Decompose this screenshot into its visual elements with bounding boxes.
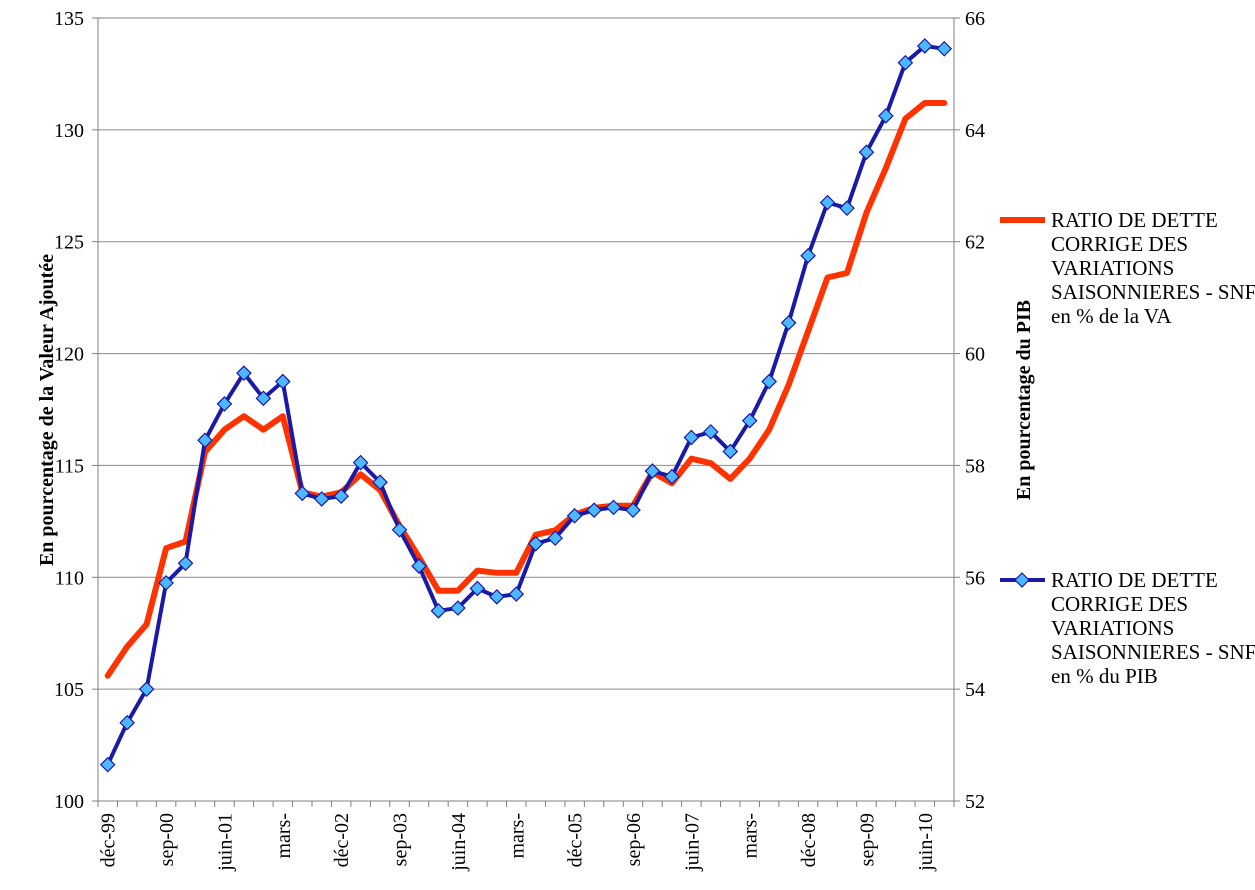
y-right-tick-label: 66 bbox=[965, 8, 985, 30]
data-point bbox=[430, 602, 447, 619]
x-tick-label: déc-08 bbox=[798, 813, 820, 867]
data-point bbox=[508, 586, 525, 602]
y-left-tick-label: 105 bbox=[54, 679, 84, 701]
data-point bbox=[216, 396, 233, 412]
data-point bbox=[858, 144, 875, 161]
data-point bbox=[236, 365, 252, 381]
y-left-tick-label: 115 bbox=[55, 455, 84, 477]
x-tick-label: mars- bbox=[506, 813, 528, 859]
data-point bbox=[372, 474, 388, 491]
y-left-tick-label: 100 bbox=[54, 791, 84, 813]
legend-label: RATIO DE DETTE CORRIGE DES VARIATIONS SAISO… bbox=[1051, 208, 1255, 328]
x-tick-label: sep-06 bbox=[623, 813, 645, 866]
data-point bbox=[527, 535, 544, 552]
x-tick-label: mars- bbox=[740, 813, 762, 859]
data-point bbox=[839, 200, 855, 217]
gridlines bbox=[98, 129, 954, 690]
data-point bbox=[391, 521, 408, 538]
data-point bbox=[916, 38, 933, 54]
legend-marker bbox=[1014, 572, 1030, 588]
x-tick-label: sep-00 bbox=[156, 813, 178, 866]
series-2 bbox=[99, 38, 953, 773]
y-axis-left: 100 105 110 115 120 125 130 135 bbox=[54, 8, 98, 813]
y-right-tick-label: 64 bbox=[965, 120, 985, 142]
data-point bbox=[644, 463, 661, 479]
data-point bbox=[702, 424, 719, 440]
data-point bbox=[158, 575, 174, 591]
x-tick-label: déc-99 bbox=[98, 813, 120, 867]
data-point bbox=[333, 488, 350, 505]
data-point bbox=[819, 194, 836, 211]
data-point bbox=[936, 40, 953, 57]
x-tick-label: déc-02 bbox=[331, 813, 353, 867]
data-point bbox=[683, 429, 700, 446]
data-point bbox=[547, 530, 564, 546]
y-left-tick-label: 135 bbox=[54, 8, 84, 30]
data-point bbox=[313, 491, 330, 507]
x-axis: déc-99 sep-00 juin-01 mars-déc-02 sep-03 juin… bbox=[97, 801, 955, 872]
y-left-tick-label: 110 bbox=[55, 567, 84, 589]
data-point bbox=[878, 108, 894, 124]
y-right-tick-label: 56 bbox=[965, 567, 985, 589]
series-1 bbox=[104, 100, 948, 679]
y-right-tick-label: 62 bbox=[965, 232, 985, 254]
y-right-tick-label: 54 bbox=[965, 679, 985, 701]
y-right-tick-label: 58 bbox=[965, 455, 985, 477]
data-point bbox=[722, 443, 739, 460]
legend-label: RATIO DE DETTE CORRIGE DES VARIATIONS SAISO… bbox=[1051, 568, 1255, 688]
y-right-tick-label: 60 bbox=[965, 344, 985, 366]
legend-item-2: RATIO DE DETTE CORRIGE DES VARIATIONS SAISO… bbox=[1000, 568, 1255, 688]
data-point bbox=[605, 499, 622, 516]
y-axis-left-title: En pourcentage de la Valeur Ajoutée bbox=[36, 254, 58, 566]
data-point bbox=[780, 314, 797, 331]
data-point bbox=[625, 502, 641, 519]
data-point bbox=[488, 589, 505, 605]
data-point bbox=[566, 507, 583, 524]
data-point bbox=[294, 485, 311, 502]
x-tick-label: juin-10 bbox=[915, 813, 937, 872]
data-point bbox=[119, 714, 136, 731]
data-point bbox=[469, 580, 486, 597]
data-point bbox=[99, 756, 116, 773]
data-point bbox=[274, 373, 291, 390]
x-tick-label: juin-04 bbox=[448, 813, 470, 872]
x-tick-label: juin-07 bbox=[681, 813, 703, 872]
data-point bbox=[800, 247, 816, 264]
data-point bbox=[450, 600, 466, 616]
data-point bbox=[255, 390, 272, 407]
data-point bbox=[138, 681, 155, 697]
data-point bbox=[741, 412, 758, 429]
x-tick-label: sep-09 bbox=[856, 813, 878, 866]
x-tick-label: mars- bbox=[273, 813, 295, 859]
legend: RATIO DE DETTE CORRIGE DES VARIATIONS SAISO… bbox=[1000, 208, 1255, 688]
data-point bbox=[352, 454, 369, 471]
data-point bbox=[897, 54, 914, 71]
y-left-tick-label: 130 bbox=[54, 120, 84, 142]
y-left-tick-label: 125 bbox=[54, 232, 84, 254]
x-tick-label: déc-05 bbox=[565, 813, 587, 867]
y-right-tick-label: 52 bbox=[965, 791, 985, 813]
data-point bbox=[411, 558, 427, 574]
y-axis-right-title: En pourcentage du PIB bbox=[1013, 300, 1035, 500]
series-2-line bbox=[105, 44, 947, 767]
y-axis-right: 52 54 56 58 60 62 64 66 bbox=[954, 8, 985, 813]
x-tick-label: sep-03 bbox=[390, 813, 412, 866]
data-point bbox=[664, 468, 680, 485]
legend-item-1: RATIO DE DETTE CORRIGE DES VARIATIONS SAISO… bbox=[1000, 208, 1255, 328]
data-point bbox=[197, 432, 213, 449]
data-point bbox=[761, 373, 778, 390]
data-point bbox=[177, 555, 194, 572]
x-tick-label: juin-01 bbox=[214, 813, 236, 872]
data-point bbox=[586, 502, 602, 519]
series-1-line bbox=[104, 100, 948, 679]
series-layer bbox=[99, 38, 953, 773]
y-left-tick-label: 120 bbox=[54, 344, 84, 366]
